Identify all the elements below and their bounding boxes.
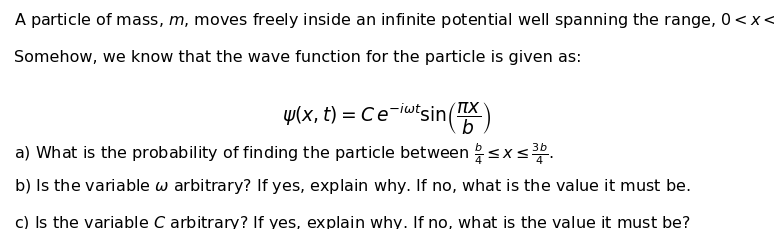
Text: Somehow, we know that the wave function for the particle is given as:: Somehow, we know that the wave function … <box>14 50 581 65</box>
Text: A particle of mass, $m$, moves freely inside an infinite potential well spanning: A particle of mass, $m$, moves freely in… <box>14 11 774 30</box>
Text: b) Is the variable $\omega$ arbitrary? If yes, explain why. If no, what is the v: b) Is the variable $\omega$ arbitrary? I… <box>14 177 690 196</box>
Text: a) What is the probability of finding the particle between $\frac{b}{4} \leq x \: a) What is the probability of finding th… <box>14 141 553 167</box>
Text: c) Is the variable $C$ arbitrary? If yes, explain why. If no, what is the value : c) Is the variable $C$ arbitrary? If yes… <box>14 214 690 229</box>
Text: $\psi(x,t) = C \, e^{-i\omega t} \sin\!\left(\dfrac{\pi x}{b}\right)$: $\psi(x,t) = C \, e^{-i\omega t} \sin\!\… <box>283 100 491 136</box>
